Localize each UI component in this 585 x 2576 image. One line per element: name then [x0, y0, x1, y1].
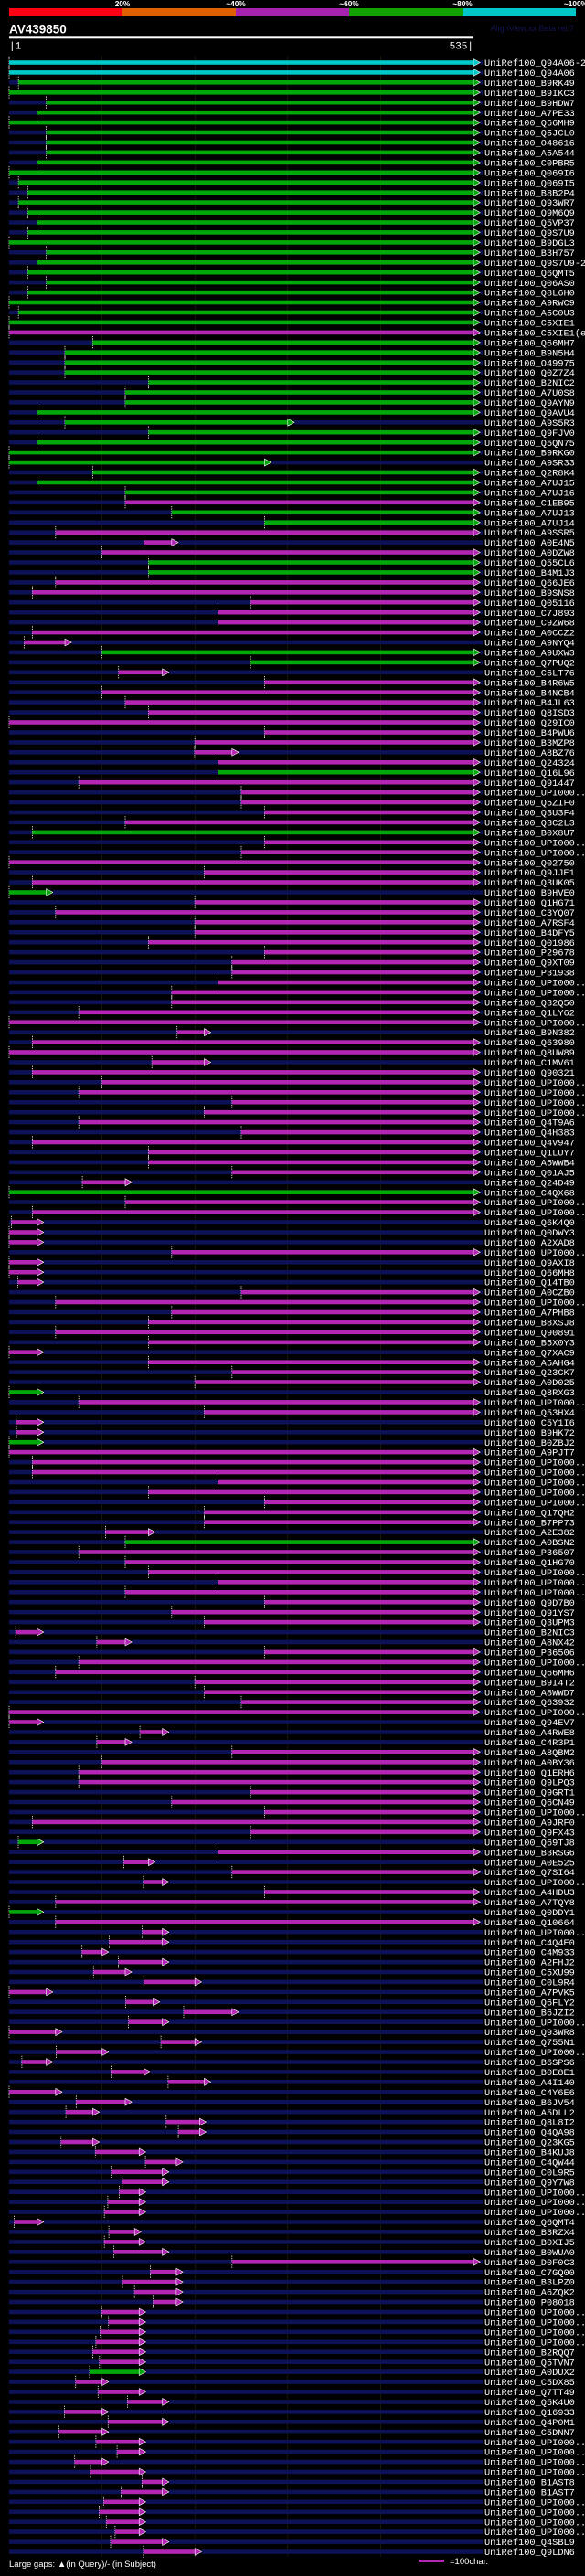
svg-text:AlignView.xx Beta rel.7: AlignView.xx Beta rel.7: [491, 24, 574, 33]
svg-text:~40%: ~40%: [226, 0, 246, 8]
svg-text:~100%: ~100%: [564, 0, 585, 8]
svg-text:UniRef100_Q9LDN6: UniRef100_Q9LDN6: [484, 2548, 575, 2559]
svg-text:535|: 535|: [450, 42, 473, 53]
svg-text:~80%: ~80%: [452, 0, 473, 8]
svg-text:AV439850: AV439850: [9, 23, 67, 37]
svg-text:|1: |1: [9, 42, 22, 53]
svg-text:20%: 20%: [115, 0, 131, 8]
svg-text:~60%: ~60%: [339, 0, 359, 8]
